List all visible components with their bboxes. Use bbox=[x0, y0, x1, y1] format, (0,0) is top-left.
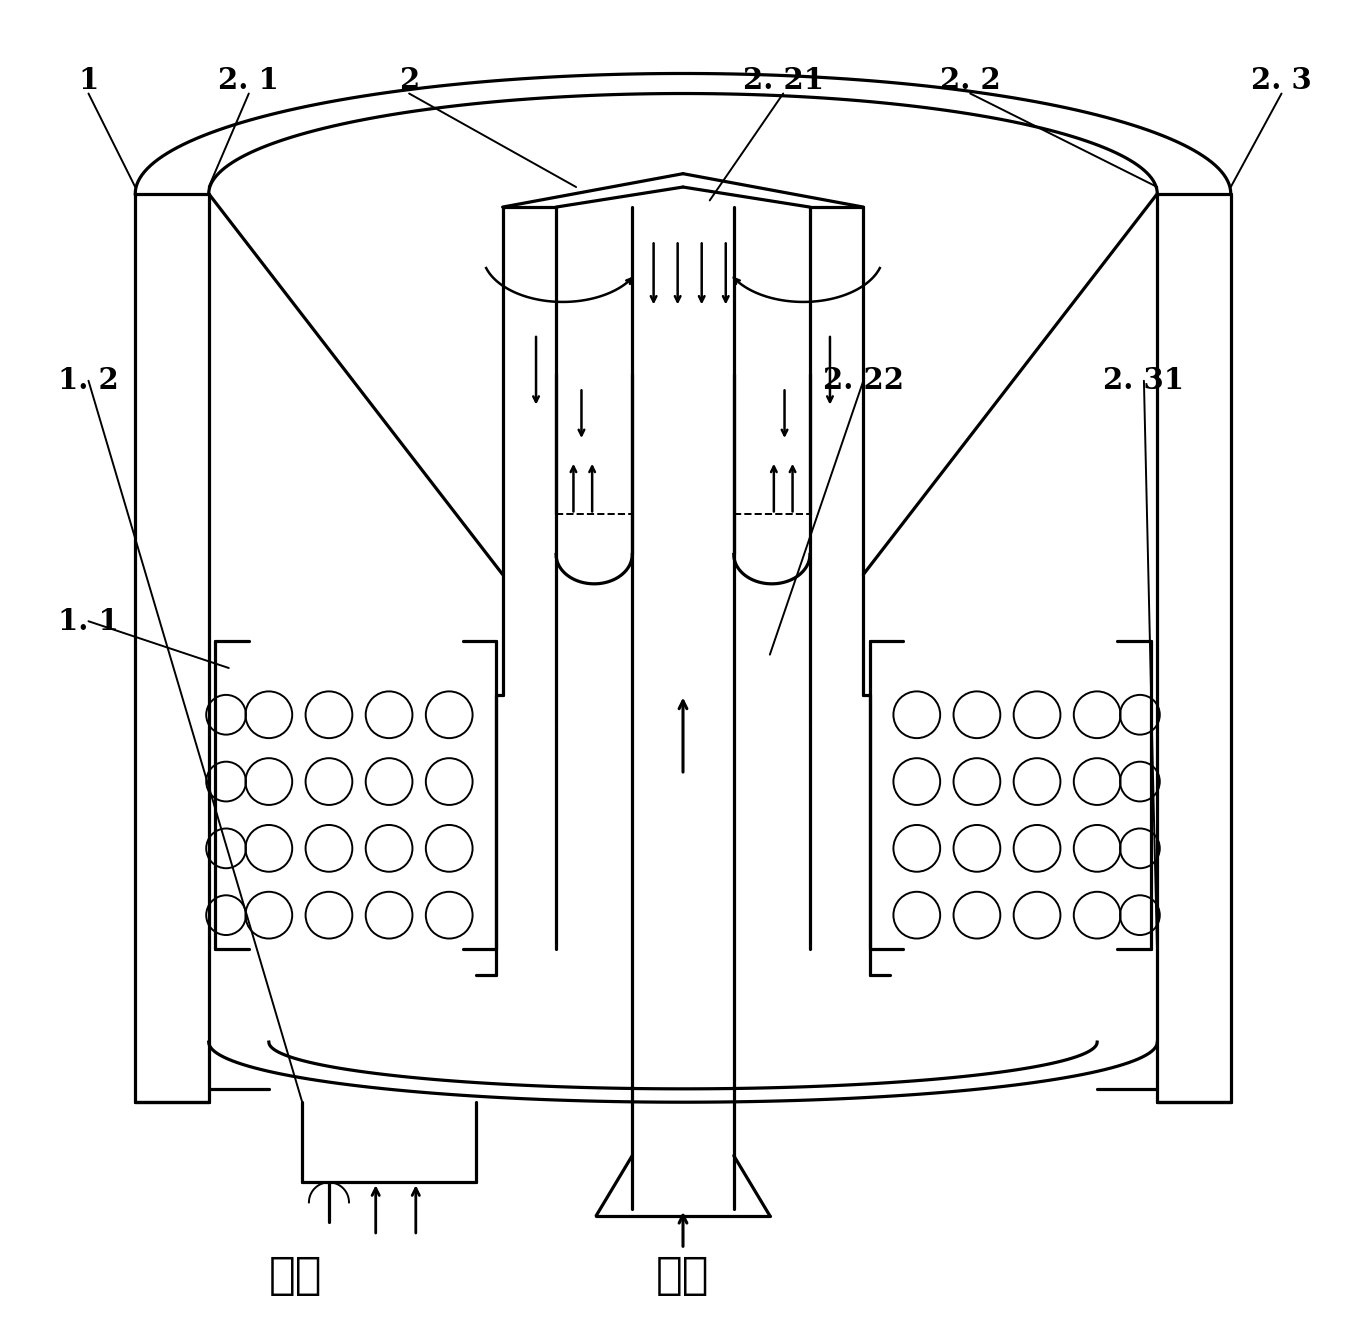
Text: 2. 31: 2. 31 bbox=[1104, 366, 1184, 395]
Text: 2. 3: 2. 3 bbox=[1251, 65, 1311, 95]
Text: 2. 2: 2. 2 bbox=[940, 65, 1001, 95]
Text: 燃料: 燃料 bbox=[656, 1255, 710, 1297]
Text: 2. 22: 2. 22 bbox=[822, 366, 904, 395]
Text: 2. 1: 2. 1 bbox=[219, 65, 279, 95]
Text: 空气: 空气 bbox=[269, 1255, 322, 1297]
Text: 1: 1 bbox=[78, 65, 98, 95]
Text: 2. 21: 2. 21 bbox=[743, 65, 824, 95]
Text: 1. 1: 1. 1 bbox=[59, 607, 119, 636]
Text: 1. 2: 1. 2 bbox=[59, 366, 119, 395]
Text: 2: 2 bbox=[399, 65, 419, 95]
